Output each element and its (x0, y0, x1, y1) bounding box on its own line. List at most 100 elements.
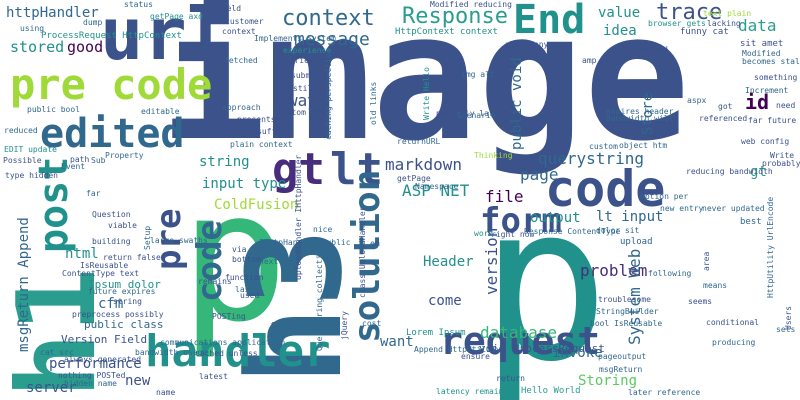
word-used: used (240, 291, 260, 300)
word-getPage-axd: getPage axd (150, 12, 203, 21)
word-sets: sets (776, 325, 796, 334)
word-msgReturn-Append: msgReturn Append (16, 217, 32, 352)
word-code-rotated: code (190, 220, 230, 302)
word-method: method (639, 45, 668, 54)
word-old-links: old links (369, 81, 378, 125)
word-function: function (225, 273, 264, 282)
word-QueryString-collections: QueryString collections (315, 240, 324, 351)
word-lt-large: lt (330, 144, 383, 195)
word-page: page (520, 165, 559, 184)
word-request: request (440, 319, 601, 363)
word-public-void: public void (509, 57, 525, 150)
word-ASP-NET: ASP NET (402, 181, 470, 200)
word-new: new (125, 373, 151, 389)
word-Property: Property (105, 151, 144, 160)
word-return-false: return false (103, 253, 161, 262)
word-something: something (754, 73, 798, 82)
word-Response-ContentType: Response ContentType (524, 227, 621, 236)
word-public-bool: public bool (27, 105, 80, 114)
word-IsReusable: IsReusable (80, 261, 129, 270)
word-following: following (648, 269, 692, 278)
word-work: work (474, 229, 494, 238)
word-HttpContext-context: HttpContext context (395, 27, 498, 37)
word-solution: solution (347, 169, 388, 343)
word-retrieves: retrieves (280, 56, 324, 65)
word-producing: producing (712, 338, 756, 347)
word-type-hidden: type hidden (5, 171, 58, 180)
word-End: End (513, 0, 586, 43)
word-possibly-large: possibly large (436, 109, 504, 118)
word-come: come (428, 293, 462, 309)
word-later-reference: later reference (628, 388, 701, 397)
word-p-large-right: p (480, 158, 610, 400)
word-Possible: Possible (3, 156, 42, 165)
word-caching-perspective: caching perspective (324, 48, 333, 140)
word-still: still (293, 84, 318, 93)
word-Lorem-Ipsum: Lorem Ipsum (406, 328, 466, 338)
word-Write-Hello: Write Hello (422, 67, 431, 120)
word-gt-small: gt (750, 164, 767, 180)
word-ensure: ensure (461, 352, 490, 361)
word-sit-amet: sit amet (740, 39, 784, 49)
word-far-future: far future (748, 116, 797, 125)
word-Append-HttpUtility: Append HttpUtility (414, 345, 501, 354)
word-HttpUtility-UrlEncode: HttpUtility UrlEncode (766, 196, 775, 298)
word-text-plain: text plain (703, 9, 752, 18)
word-httpHandler: httpHandler (6, 5, 99, 21)
word-html: html (65, 246, 99, 262)
word-stored: stored (10, 38, 65, 56)
word-communications-application: communications application (160, 338, 286, 347)
word-way: way (288, 91, 317, 110)
word-name: name (156, 388, 176, 397)
word-EDIT-update: EDIT update (4, 145, 57, 154)
word-remains: remains (198, 277, 232, 286)
word-file: file (485, 187, 524, 206)
word-Sub: Sub (91, 156, 106, 165)
word-via: via (232, 245, 247, 254)
word-form: form (480, 201, 562, 241)
word-Thinking: Thinking (474, 151, 513, 160)
word-string: string (199, 154, 250, 170)
word-return: return (496, 374, 525, 383)
word-returnURL: returnURL (397, 137, 441, 146)
word-best: best (740, 217, 762, 227)
word-status: status (124, 0, 153, 9)
word-funny-cat: funny cat (680, 27, 729, 37)
word-edited: edited (40, 111, 185, 157)
word-markdown: markdown (385, 155, 463, 174)
word-object-htm: object htm (619, 141, 668, 150)
word-troublesome: troublesome (598, 295, 651, 304)
word-url: url (100, 0, 231, 76)
word-cached-unless: cached unless (195, 349, 258, 358)
word-aspx: aspx (687, 96, 707, 105)
word-hidden-name: hidden name (64, 379, 117, 388)
word-bandwidth-usage: bandwidth usage (135, 348, 208, 357)
word-submit: submit (291, 71, 320, 80)
word-plain-context: plain context (230, 140, 293, 149)
word-experience: experience (283, 46, 332, 55)
word-Event: Event (61, 162, 86, 171)
word-editable: editable (141, 107, 180, 116)
word-lacking: lacking (707, 19, 741, 28)
word-context: context (282, 6, 375, 31)
word-Version-Field: Version Field (61, 333, 148, 346)
word-StringBuilder: StringBuilder (596, 307, 659, 316)
word-Header: Header (423, 254, 474, 270)
word-found: found (270, 321, 295, 330)
word-output: output (530, 210, 581, 226)
word-always-generated: always generated (64, 355, 142, 364)
word-Question: Question (92, 210, 131, 219)
word-ColdFusion: ColdFusion (214, 197, 299, 213)
word-Implements-System: Implements System (254, 34, 336, 43)
word-preprocess-possibly: preprocess possibly (72, 310, 164, 319)
word-ProcessRequest-HttpContext: ProcessRequest HttpContext (41, 31, 182, 41)
word-amp: amp (582, 56, 597, 65)
word-seems: seems (688, 297, 713, 306)
word-path: path (70, 155, 90, 164)
word-presents: presents (237, 115, 276, 124)
word-handler: handler (145, 326, 331, 377)
word-nothing-POSTed: nothing POSTed (58, 371, 126, 380)
word-cat-src: cat src (40, 348, 74, 357)
word-Hello-World: Hello World (521, 386, 581, 396)
